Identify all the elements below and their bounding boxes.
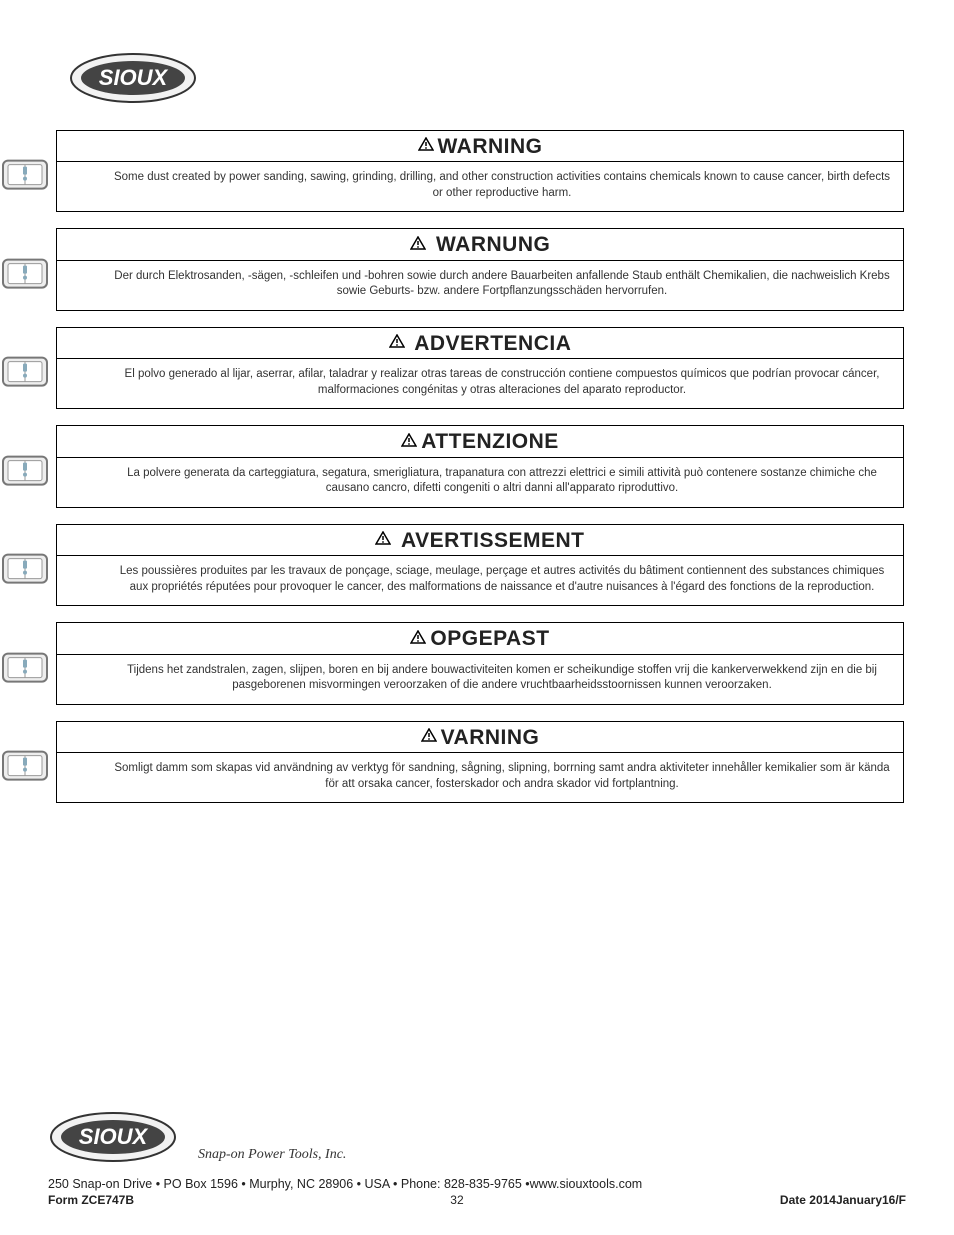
manual-icon bbox=[1, 157, 49, 193]
warning-triangle-icon bbox=[410, 232, 426, 256]
warning-body-text: Der durch Elektrosanden, -sägen, -schlei… bbox=[57, 261, 903, 310]
warning-title-text: WARNING bbox=[438, 135, 543, 158]
warning-body-text: Somligt damm som skapas vid användning a… bbox=[57, 753, 903, 802]
warning-triangle-icon bbox=[410, 626, 426, 650]
footer-bottom-row: Form ZCE747B 32 Date 2014January16/F bbox=[48, 1193, 906, 1207]
warning-body-text: Les poussières produites par les travaux… bbox=[57, 556, 903, 605]
warning-title: WARNING bbox=[57, 131, 903, 162]
warning-title: ADVERTENCIA bbox=[57, 328, 903, 359]
warning-title-text: AVERTISSEMENT bbox=[401, 529, 584, 552]
sioux-logo-footer-icon: SIOUX bbox=[48, 1107, 188, 1167]
manual-icon bbox=[1, 354, 49, 390]
warning-block-sv: VARNING Somligt damm som skapas vid anvä… bbox=[56, 721, 904, 803]
warnings-container: WARNING Some dust created by power sandi… bbox=[56, 130, 904, 803]
footer-address: 250 Snap-on Drive • PO Box 1596 • Murphy… bbox=[48, 1177, 906, 1191]
warning-triangle-icon bbox=[418, 133, 434, 157]
warning-title-text: WARNUNG bbox=[436, 233, 550, 256]
warning-block-de: WARNUNG Der durch Elektrosanden, -sägen,… bbox=[56, 228, 904, 310]
manual-icon bbox=[1, 452, 49, 488]
warning-block-nl: OPGEPAST Tijdens het zandstralen, zagen,… bbox=[56, 622, 904, 704]
warning-block-es: ADVERTENCIA El polvo generado al lijar, … bbox=[56, 327, 904, 409]
warning-triangle-icon bbox=[375, 527, 391, 551]
warning-body-text: Tijdens het zandstralen, zagen, slijpen,… bbox=[57, 655, 903, 704]
manual-icon bbox=[1, 255, 49, 291]
warning-block-it: ATTENZIONE La polvere generata da carteg… bbox=[56, 425, 904, 507]
manual-icon bbox=[1, 649, 49, 685]
svg-text:SIOUX: SIOUX bbox=[99, 65, 169, 90]
manual-icon bbox=[1, 551, 49, 587]
footer-form-number: Form ZCE747B bbox=[48, 1193, 134, 1207]
warning-title-text: VARNING bbox=[441, 726, 540, 749]
brand-logo-top: SIOUX bbox=[68, 50, 906, 106]
warning-title: ATTENZIONE bbox=[57, 426, 903, 457]
manual-icon bbox=[1, 748, 49, 784]
warning-triangle-icon bbox=[421, 724, 437, 748]
warning-body-text: La polvere generata da carteggiatura, se… bbox=[57, 458, 903, 507]
warning-title: VARNING bbox=[57, 722, 903, 753]
warning-title: WARNUNG bbox=[57, 229, 903, 260]
warning-body-text: Some dust created by power sanding, sawi… bbox=[57, 162, 903, 211]
warning-title-text: ATTENZIONE bbox=[421, 430, 559, 453]
warning-title-text: OPGEPAST bbox=[430, 627, 549, 650]
warning-title: OPGEPAST bbox=[57, 623, 903, 654]
svg-text:SIOUX: SIOUX bbox=[79, 1124, 149, 1149]
warning-block-en: WARNING Some dust created by power sandi… bbox=[56, 130, 904, 212]
footer-page-number: 32 bbox=[450, 1193, 463, 1207]
warning-title: AVERTISSEMENT bbox=[57, 525, 903, 556]
footer-date: Date 2014January16/F bbox=[780, 1193, 906, 1207]
warning-triangle-icon bbox=[401, 429, 417, 453]
warning-triangle-icon bbox=[389, 330, 405, 354]
footer-logo-row: SIOUX Snap-on Power Tools, Inc. bbox=[48, 1107, 906, 1167]
page-footer: SIOUX Snap-on Power Tools, Inc. 250 Snap… bbox=[48, 1107, 906, 1207]
sioux-logo-icon: SIOUX bbox=[68, 50, 198, 106]
snapon-company-text: Snap-on Power Tools, Inc. bbox=[198, 1147, 346, 1163]
warning-title-text: ADVERTENCIA bbox=[414, 332, 571, 355]
warning-body-text: El polvo generado al lijar, aserrar, afi… bbox=[57, 359, 903, 408]
warning-block-fr: AVERTISSEMENT Les poussières produites p… bbox=[56, 524, 904, 606]
